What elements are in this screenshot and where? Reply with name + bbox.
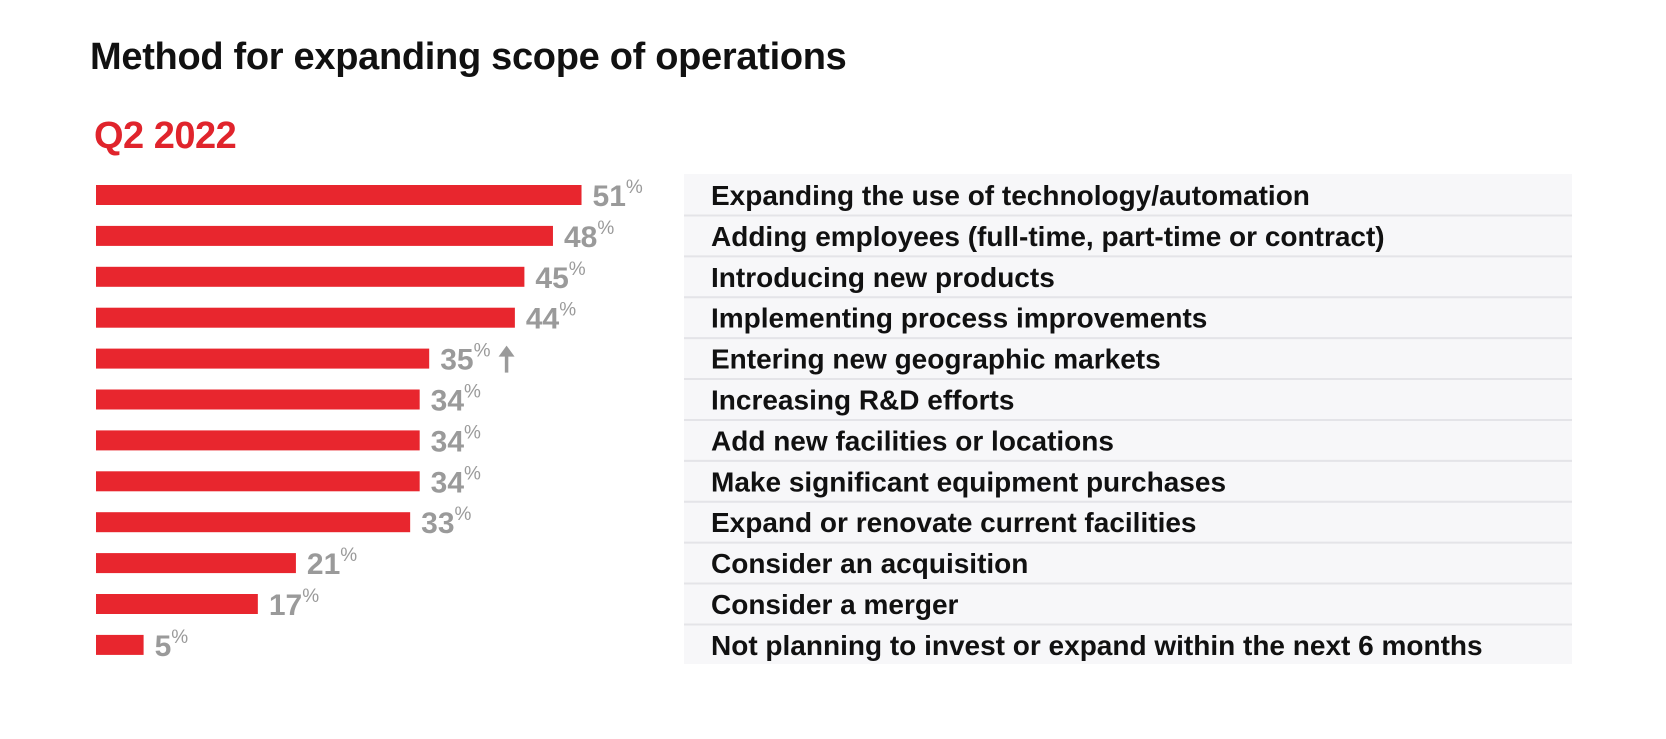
bar — [96, 185, 582, 205]
category-label: Expand or renovate current facilities — [711, 507, 1197, 538]
category-label: Entering new geographic markets — [711, 344, 1161, 375]
category-label: Implementing process improvements — [711, 303, 1207, 334]
bar — [96, 634, 144, 655]
category-label: Consider an acquisition — [711, 548, 1028, 579]
value-label: 33% — [421, 504, 471, 540]
bar — [96, 553, 296, 574]
category-label: Not planning to invest or expand within … — [711, 630, 1483, 661]
value-label: 21% — [307, 545, 357, 581]
value-label: 51% — [593, 177, 643, 213]
arrow-up-icon — [498, 345, 515, 373]
value-label: 5% — [155, 627, 189, 663]
value-label: 44% — [526, 300, 576, 336]
row-dividers — [684, 214, 1572, 626]
bar — [96, 225, 553, 246]
value-label: 34% — [431, 422, 481, 458]
category-label: Expanding the use of technology/automati… — [711, 180, 1310, 211]
category-label: Make significant equipment purchases — [711, 466, 1226, 497]
category-label: Adding employees (full-time, part-time o… — [711, 221, 1385, 252]
bar — [96, 430, 420, 451]
bar — [96, 512, 411, 533]
bars — [96, 185, 582, 655]
category-labels: Expanding the use of technology/automati… — [711, 180, 1483, 661]
bar — [96, 266, 525, 287]
value-label: 34% — [431, 463, 481, 499]
value-label: 48% — [564, 218, 614, 254]
value-labels: 51% 48% 45% 44% 35% 34% 34% 34% 33% 21% 17% 5% — [155, 177, 643, 663]
value-label: 35% — [440, 341, 490, 377]
category-label: Introducing new products — [711, 262, 1055, 293]
bar — [96, 594, 258, 614]
bar — [96, 307, 515, 328]
bar — [96, 389, 420, 410]
category-label: Add new facilities or locations — [711, 425, 1114, 456]
category-label: Consider a merger — [711, 589, 959, 620]
chart-subtitle: Q2 2022 — [94, 115, 237, 157]
value-label: 34% — [431, 382, 481, 418]
bar — [96, 348, 430, 369]
value-label: 17% — [269, 586, 319, 622]
chart-title: Method for expanding scope of operations — [90, 36, 847, 78]
category-label: Increasing R&D efforts — [711, 385, 1014, 416]
bar — [96, 471, 420, 492]
value-label: 45% — [535, 259, 585, 295]
